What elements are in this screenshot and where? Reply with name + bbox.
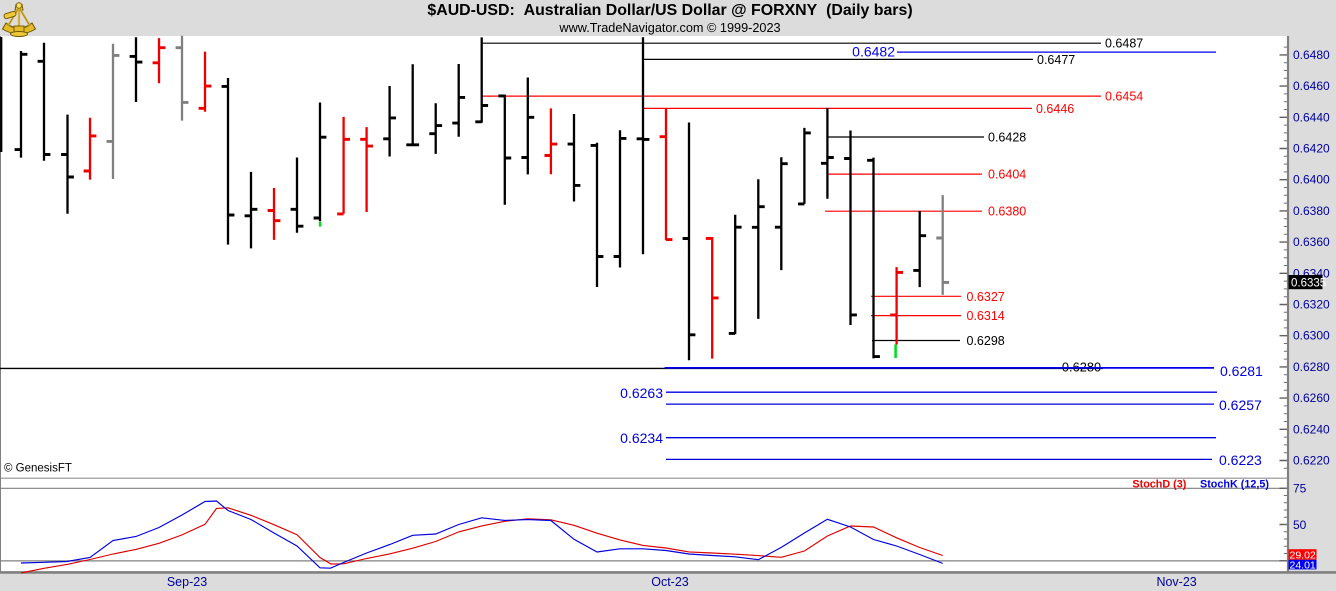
- svg-text:50: 50: [1293, 518, 1307, 532]
- svg-text:75: 75: [1293, 482, 1307, 496]
- svg-text:0.6327: 0.6327: [967, 290, 1005, 304]
- svg-text:0.6380: 0.6380: [1293, 204, 1330, 218]
- svg-text:0.6280: 0.6280: [1062, 359, 1101, 374]
- svg-text:0.6240: 0.6240: [1293, 422, 1330, 436]
- svg-text:0.6298: 0.6298: [967, 334, 1005, 348]
- svg-text:0.6487: 0.6487: [1105, 37, 1143, 51]
- svg-text:0.6234: 0.6234: [620, 430, 663, 446]
- svg-text:0.6320: 0.6320: [1293, 298, 1330, 312]
- svg-text:0.6300: 0.6300: [1293, 329, 1330, 343]
- svg-text:0.6477: 0.6477: [1037, 53, 1075, 67]
- svg-text:24.01: 24.01: [1290, 559, 1316, 571]
- svg-text:0.6260: 0.6260: [1293, 391, 1330, 405]
- svg-text:0.6257: 0.6257: [1219, 397, 1262, 413]
- svg-text:Oct-23: Oct-23: [651, 575, 689, 589]
- svg-text:StochK (12,5): StochK (12,5): [1200, 478, 1269, 490]
- svg-text:29.02: 29.02: [1290, 550, 1316, 562]
- svg-text:0.6280: 0.6280: [1293, 360, 1330, 374]
- svg-text:0.6263: 0.6263: [620, 385, 663, 401]
- svg-text:www.TradeNavigator.com © 1999-: www.TradeNavigator.com © 1999-2023: [558, 21, 780, 35]
- svg-text:0.6335: 0.6335: [1291, 278, 1326, 290]
- svg-text:0.6454: 0.6454: [1105, 90, 1143, 104]
- svg-text:0.6404: 0.6404: [988, 168, 1026, 182]
- svg-text:0.6440: 0.6440: [1293, 110, 1330, 124]
- svg-text:0.6480: 0.6480: [1293, 48, 1330, 62]
- svg-text:0.6380: 0.6380: [988, 205, 1026, 219]
- svg-text:0.6460: 0.6460: [1293, 79, 1330, 93]
- svg-text:0.6400: 0.6400: [1293, 173, 1330, 187]
- svg-text:0.6482: 0.6482: [852, 44, 895, 60]
- svg-text:$AUD-USD: Australian Dollar/U: $AUD-USD: Australian Dollar/US Dollar @ …: [427, 2, 912, 19]
- svg-text:0.6281: 0.6281: [1220, 363, 1263, 379]
- svg-text:0.6220: 0.6220: [1293, 454, 1330, 468]
- svg-text:0.6420: 0.6420: [1293, 142, 1330, 156]
- svg-text:© GenesisFT: © GenesisFT: [4, 463, 72, 475]
- svg-text:0.6428: 0.6428: [988, 131, 1026, 145]
- svg-text:Sep-23: Sep-23: [167, 575, 207, 589]
- svg-text:0.6360: 0.6360: [1293, 235, 1330, 249]
- svg-text:Nov-23: Nov-23: [1156, 575, 1196, 589]
- svg-text:0.6314: 0.6314: [967, 309, 1005, 323]
- svg-text:StochD (3): StochD (3): [1132, 478, 1186, 490]
- svg-text:0.6223: 0.6223: [1219, 452, 1262, 468]
- svg-text:0.6446: 0.6446: [1036, 102, 1074, 116]
